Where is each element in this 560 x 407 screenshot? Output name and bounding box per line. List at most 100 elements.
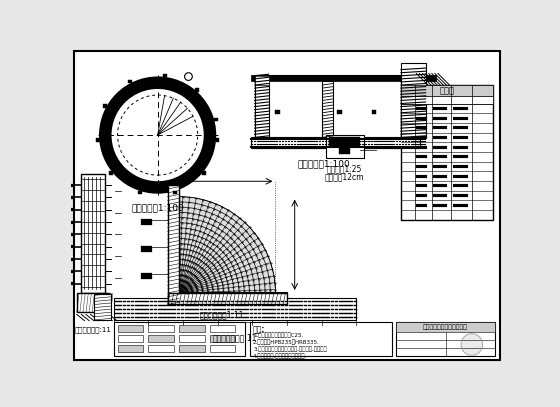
Bar [433,165,447,168]
Bar [141,219,152,225]
Bar [452,175,468,178]
Bar [179,324,204,332]
Bar [167,293,287,304]
Bar [433,126,447,129]
Text: 2.钢筋采用HPB235和HRB335.: 2.钢筋采用HPB235和HRB335. [253,339,320,345]
Bar [417,155,427,158]
Bar [433,146,447,149]
Bar [70,196,74,199]
Bar [210,344,235,352]
Bar [118,324,143,332]
Bar [433,184,447,187]
Bar [452,155,468,158]
Bar [401,85,493,220]
Bar [417,116,427,120]
Bar [417,146,427,149]
Bar [325,135,364,158]
Text: 配筋比例1:25: 配筋比例1:25 [327,164,362,173]
Text: 4.施工缝处理,采用遇水膨胀止水条.: 4.施工缝处理,采用遇水膨胀止水条. [253,353,307,359]
Bar [396,322,495,332]
Bar [251,138,420,148]
Bar [70,282,74,285]
Bar [148,324,174,332]
Bar [417,184,427,187]
Bar [114,322,245,356]
Bar [148,344,174,352]
Bar [128,80,132,83]
Bar [417,126,427,129]
Bar [452,136,468,139]
Bar [452,146,468,149]
Bar [329,138,360,147]
Bar [109,171,113,175]
Bar [452,126,468,129]
Bar [325,135,364,158]
Text: 水池底板配筋图:11: 水池底板配筋图:11 [213,334,257,343]
Bar [417,136,427,139]
Bar [372,109,376,114]
Bar [173,190,177,195]
Bar [70,258,74,260]
Bar [255,76,268,85]
Bar [216,138,220,142]
Bar [401,63,426,138]
Bar [417,165,427,168]
Bar [70,208,74,211]
Bar [141,273,152,279]
Bar [103,104,107,108]
Text: 钢筋表: 钢筋表 [440,86,455,95]
Bar [210,324,235,332]
Bar [70,184,74,187]
Bar [255,75,268,138]
Bar [118,335,143,342]
Bar [70,233,74,236]
Bar [70,221,74,223]
Text: 3.池底、池壁采用防水混凝土,抗渗等级,抗渗标号: 3.池底、池壁采用防水混凝土,抗渗等级,抗渗标号 [253,346,327,352]
Bar [433,116,447,120]
Text: 水池平面图1:100: 水池平面图1:100 [131,203,184,212]
Bar [81,173,105,293]
Bar [95,295,111,320]
Bar [417,175,427,178]
Bar [163,74,167,77]
Bar [96,138,100,142]
Bar [452,194,468,197]
Bar [70,245,74,248]
Bar [339,139,350,154]
Bar [179,344,204,352]
Bar [323,81,333,138]
Bar [452,204,468,207]
Bar [195,88,199,92]
Bar [433,204,447,207]
Text: 埋入墙身12cm: 埋入墙身12cm [325,172,365,181]
Bar [433,175,447,178]
Bar [417,194,427,197]
Text: 水池剖面图1:100: 水池剖面图1:100 [297,159,351,168]
Bar [417,204,427,207]
Bar [396,322,495,356]
Bar [179,335,204,342]
Bar [433,155,447,158]
Bar [138,190,142,195]
Bar [114,298,356,320]
Wedge shape [179,197,276,293]
Text: 说明:: 说明: [253,325,265,334]
Bar [251,75,436,81]
Circle shape [461,334,483,355]
Bar [433,194,447,197]
Bar [452,184,468,187]
Bar [401,96,493,103]
Bar [202,171,206,175]
Text: 水池壁配筋图:11: 水池壁配筋图:11 [74,326,111,333]
Text: 水底板配筋图1:11: 水底板配筋图1:11 [199,310,244,319]
Text: 某市北部生活水务有限公司: 某市北部生活水务有限公司 [423,324,468,330]
Text: 1.本工程混凝土强度等级C25.: 1.本工程混凝土强度等级C25. [253,332,304,338]
Bar [210,335,235,342]
Bar [452,116,468,120]
Bar [250,322,393,356]
Bar [401,85,493,96]
Bar [141,246,152,252]
Bar [148,335,174,342]
Bar [118,344,143,352]
Bar [77,293,109,312]
